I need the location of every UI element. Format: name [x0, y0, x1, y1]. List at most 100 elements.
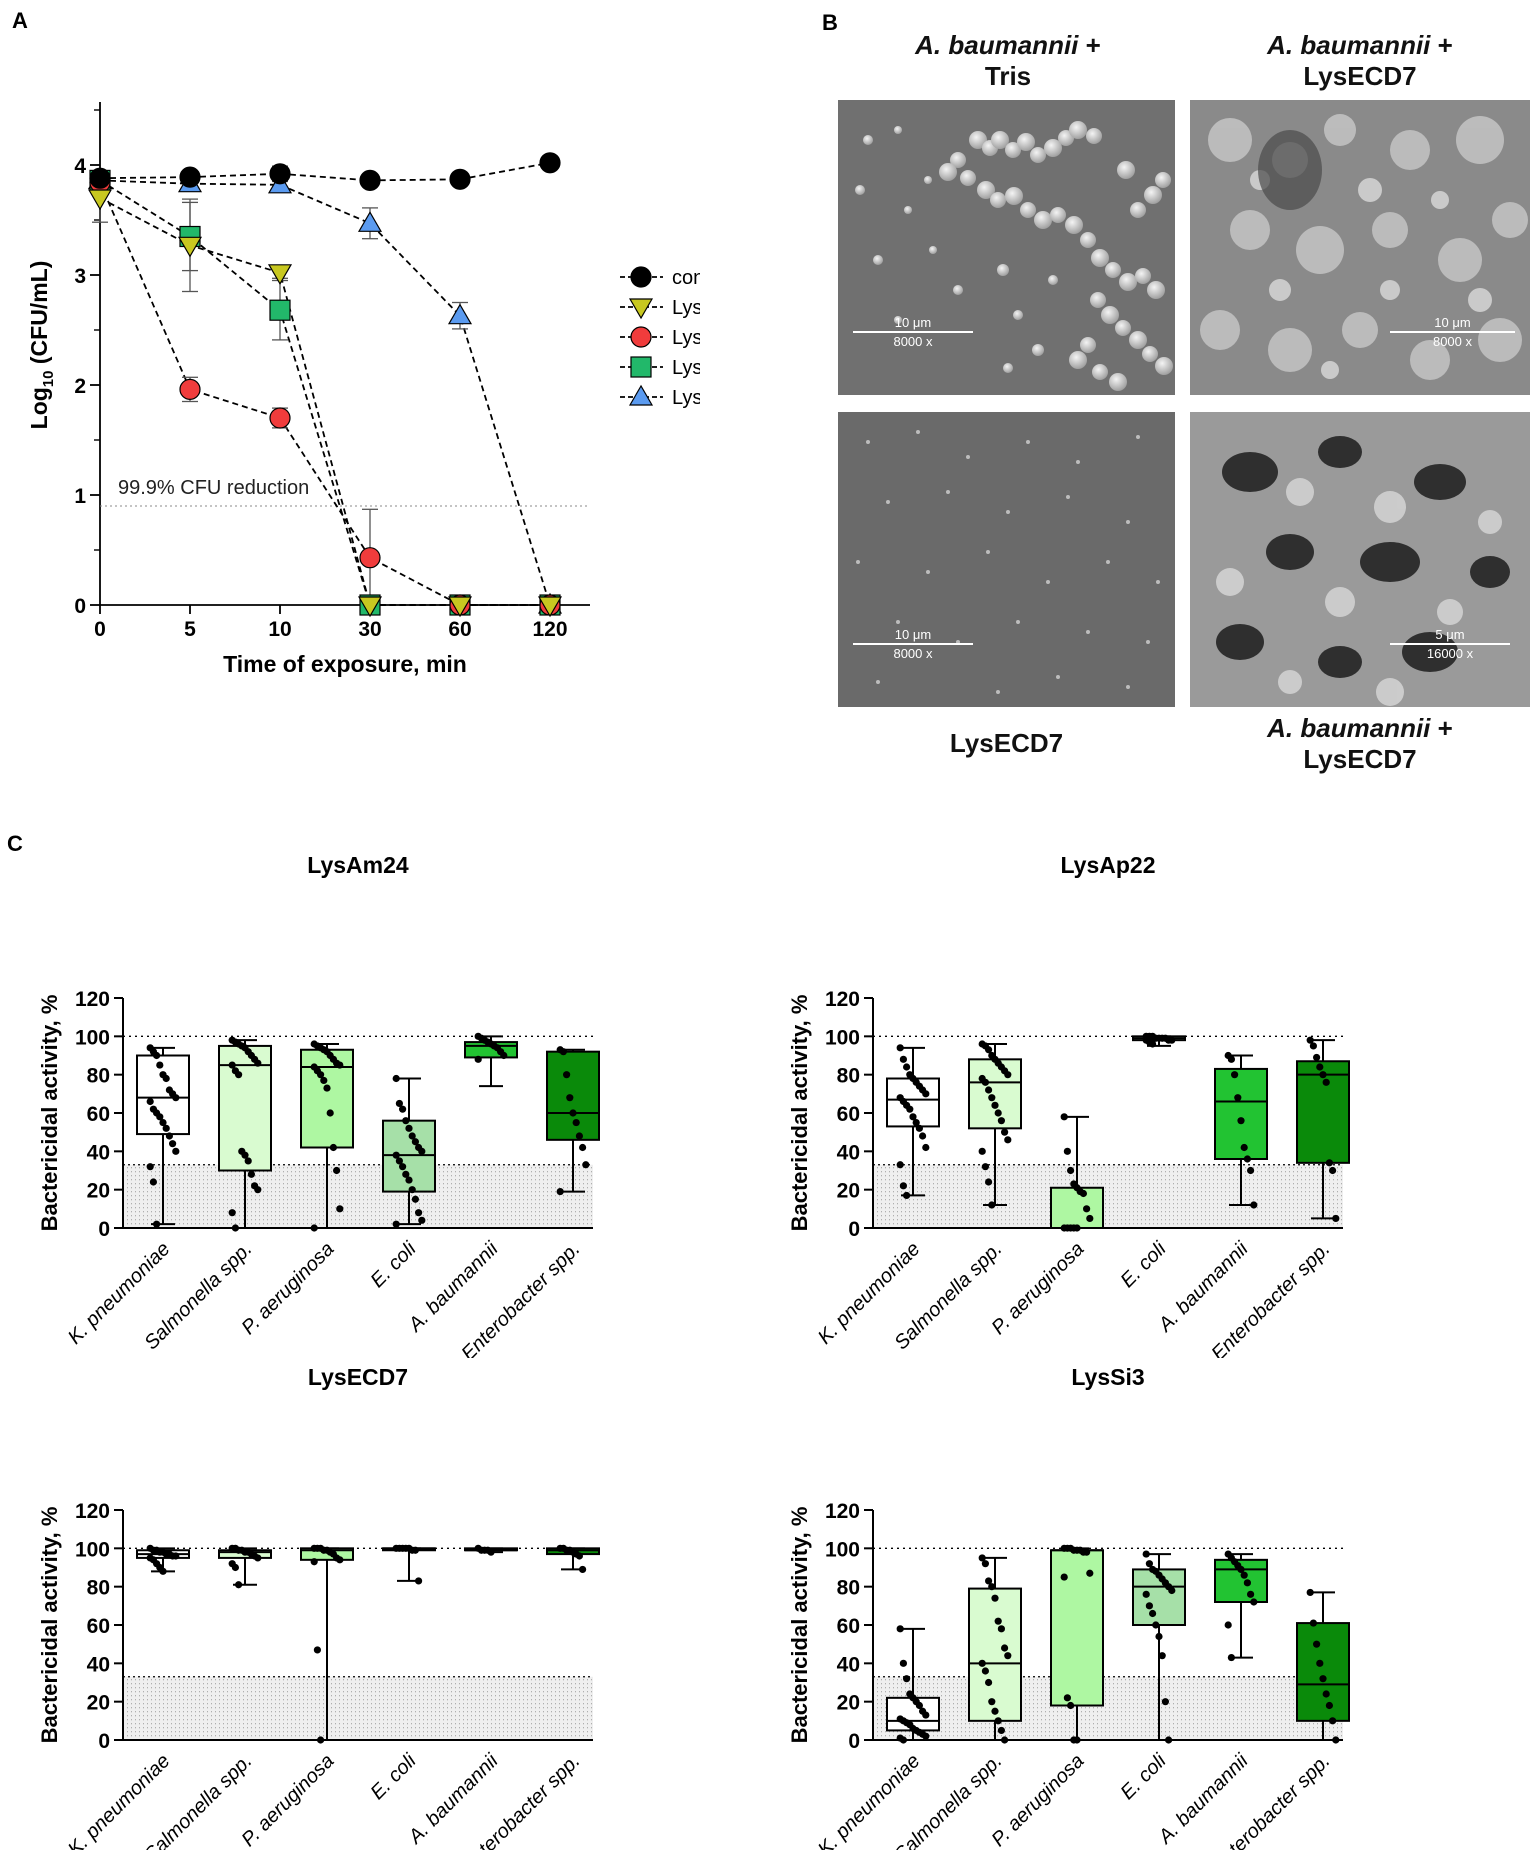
data-point: [572, 1118, 580, 1127]
y-tick-label: 60: [87, 1615, 110, 1638]
box-1: [886, 1625, 940, 1744]
data-point: [1168, 1586, 1176, 1595]
data-point: [1325, 1701, 1333, 1710]
y-axis-label: Log10 (CFU/mL): [26, 261, 57, 430]
data-point: [899, 1736, 907, 1744]
data-point: [1322, 1078, 1330, 1086]
data-point: [1237, 1565, 1245, 1574]
data-point: [981, 1163, 989, 1171]
y-axis-label: Bactericidal activity, %: [787, 995, 812, 1232]
data-point: [1329, 1166, 1337, 1175]
boxplot-lysecd7: LysECD7 0 20 40 60 80 100 120 Bactericidal activ…: [37, 1364, 600, 1850]
data-point: [994, 1617, 1002, 1625]
data-point: [162, 1074, 170, 1083]
series-LysAm24: [92, 173, 550, 606]
box-4: [1132, 1032, 1186, 1048]
box-1: [136, 1544, 190, 1575]
data-point: [1004, 1136, 1012, 1144]
caption-plus: +: [1430, 30, 1453, 60]
box-iqr: [546, 1050, 600, 1141]
y-tick-label: 80: [87, 1065, 110, 1088]
data-point: [1168, 1036, 1176, 1044]
category-label: E. coli: [366, 1238, 420, 1292]
legend-marker-control: [630, 266, 652, 288]
band-fill: [123, 1164, 593, 1228]
y-tick-label: 40: [837, 1653, 860, 1676]
data-point: [405, 1124, 413, 1132]
data-point: [1073, 1224, 1081, 1232]
caption-species: A. baumannii: [1267, 30, 1431, 60]
sem-caption-top-right: A. baumannii + LysECD7: [1190, 30, 1530, 92]
data-point: [1083, 1205, 1091, 1213]
data-point: [1332, 1736, 1340, 1744]
caption-species: A. baumannii: [915, 30, 1079, 60]
box-5: [1214, 1051, 1268, 1209]
scale-line: [853, 643, 973, 645]
data-point: [228, 1209, 236, 1217]
data-point: [1004, 1071, 1012, 1079]
data-point: [575, 1552, 584, 1560]
scale-bar: 10 μm 8000 x: [853, 627, 973, 661]
x-axis-label: Time of exposure, min: [223, 651, 467, 677]
box-iqr: [300, 1048, 354, 1149]
caption-treatment: LysECD7: [1303, 61, 1417, 91]
category-label: E. coli: [1116, 1750, 1170, 1804]
data-point: [254, 1059, 262, 1067]
box-iqr: [968, 1058, 1022, 1130]
data-point-control: [359, 169, 381, 191]
box-iqr: [1214, 1067, 1268, 1161]
data-point: [563, 1071, 571, 1079]
data-point: [231, 1224, 239, 1232]
category-label: E. coli: [1116, 1238, 1170, 1292]
legend-label: control: [672, 267, 700, 289]
x-tick-label: 120: [532, 618, 567, 641]
data-point: [172, 1552, 180, 1560]
scale-bar: 5 μm 16000 x: [1390, 627, 1510, 661]
data-point: [162, 1124, 170, 1132]
data-point: [1237, 1117, 1245, 1125]
sem-texture-lysecd7: [838, 412, 1175, 707]
scale-length: 10 μm: [894, 315, 932, 330]
data-point: [1224, 1621, 1232, 1629]
data-point: [922, 1143, 930, 1152]
data-point: [912, 1118, 920, 1127]
box-iqr: [1050, 1549, 1104, 1707]
y-tick-label: 40: [87, 1653, 110, 1676]
data-point: [329, 1143, 337, 1152]
data-point: [997, 1625, 1005, 1633]
sem-image-bacteria-lysecd7: 10 μm 8000 x: [1190, 100, 1530, 395]
data-point: [1243, 1155, 1251, 1163]
series-LysSi3: [92, 176, 551, 606]
y-tick-label: 60: [837, 1103, 860, 1126]
box-2: [968, 1554, 1022, 1744]
data-point: [326, 1109, 334, 1117]
category-label: E. coli: [366, 1750, 420, 1804]
data-point: [569, 1109, 577, 1117]
data-point: [1329, 1717, 1337, 1725]
data-point: [981, 1560, 989, 1568]
data-point: [903, 1063, 911, 1071]
sem-caption-bottom-left: LysECD7: [838, 728, 1175, 759]
legend-label: LysECD7: [672, 357, 700, 379]
data-point: [1240, 1571, 1248, 1579]
scale-line: [853, 331, 973, 333]
data-point: [317, 1071, 325, 1079]
scale-magnification: 8000 x: [893, 646, 933, 661]
data-point: [153, 1051, 161, 1060]
data-point: [566, 1094, 574, 1102]
y-tick-label: 120: [825, 1500, 860, 1523]
data-point: [1316, 1063, 1324, 1071]
scale-magnification: 8000 x: [1432, 334, 1473, 349]
sem-image-tris: 10 μm 8000 x: [838, 100, 1175, 395]
series-LysECD7: [92, 176, 550, 606]
data-point: [922, 1711, 930, 1719]
x-tick-label: 10: [268, 618, 291, 641]
data-point: [235, 1071, 243, 1079]
caption-plus: +: [1078, 30, 1101, 60]
box-1: [136, 1044, 190, 1228]
data-point: [1250, 1598, 1258, 1606]
data-point: [1227, 1055, 1235, 1063]
y-tick-label: 100: [825, 1538, 860, 1561]
data-point: [487, 1548, 495, 1556]
data-point: [336, 1205, 344, 1213]
